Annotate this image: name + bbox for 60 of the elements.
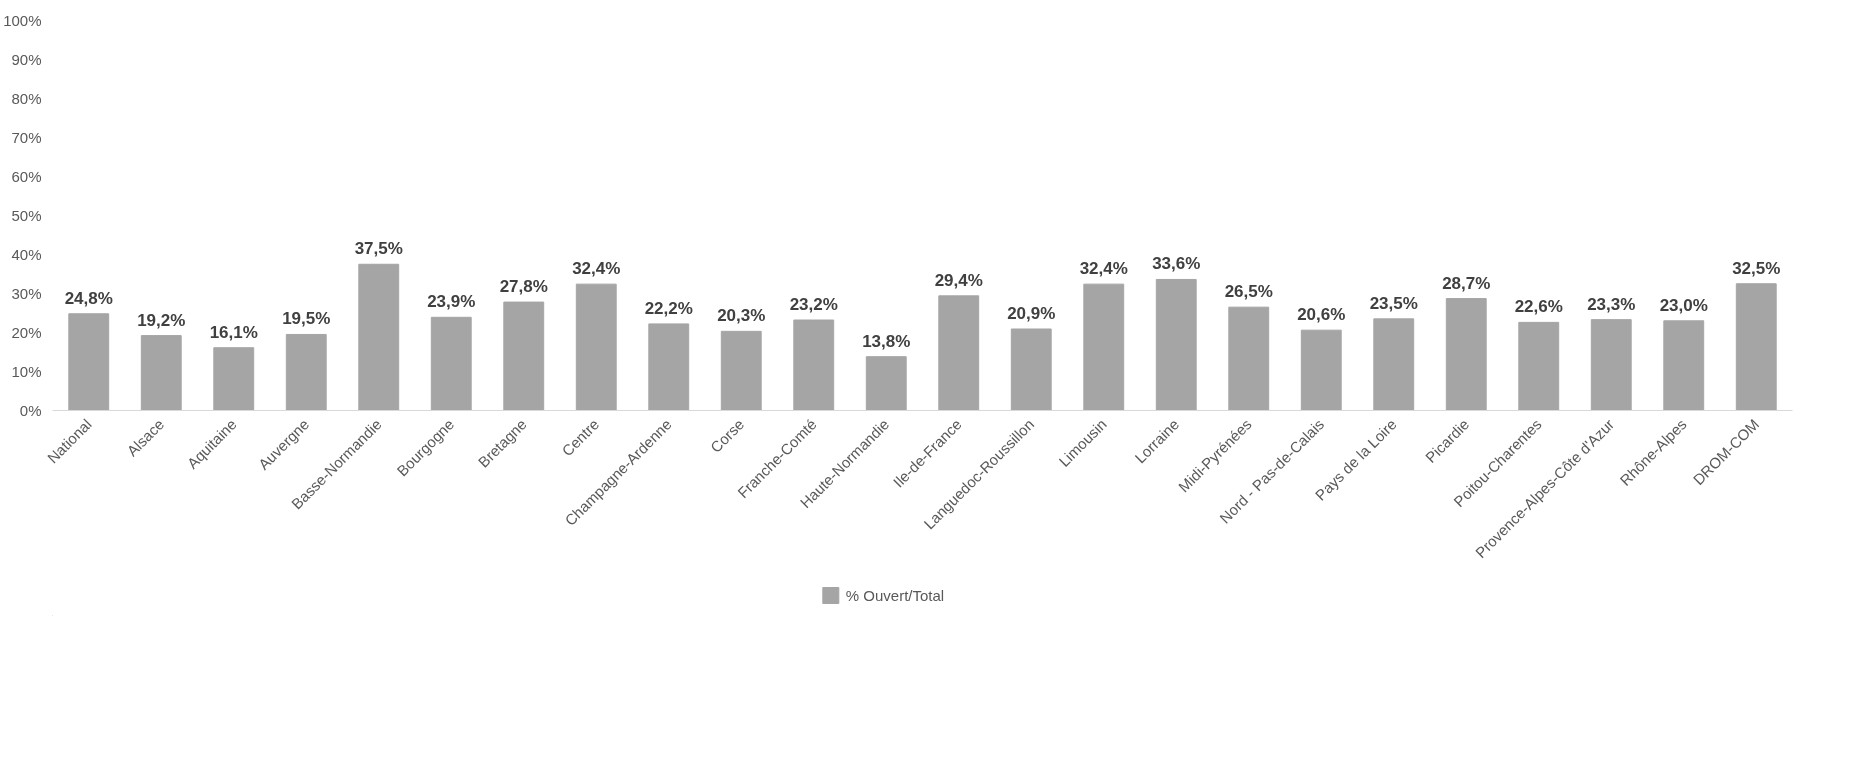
- y-tick-label: 60%: [11, 168, 42, 185]
- y-tick-label: 0%: [19, 402, 42, 419]
- text: 16,1%: [209, 322, 258, 342]
- text: 23,0%: [1659, 295, 1708, 315]
- text: 28,7%: [1442, 273, 1491, 293]
- bar: [1155, 278, 1197, 411]
- bar: [140, 335, 182, 411]
- bar: [1228, 306, 1270, 411]
- text: 20,9%: [1007, 303, 1056, 323]
- bar: [68, 313, 110, 411]
- text: 13,8%: [862, 331, 911, 351]
- text: 23,5%: [1369, 293, 1418, 313]
- text: 19,2%: [137, 310, 186, 330]
- text: 32,4%: [572, 259, 621, 279]
- text: 22,2%: [644, 298, 693, 318]
- bar: [1735, 283, 1777, 411]
- y-tick-label: 20%: [11, 324, 42, 341]
- y-tick-label: 10%: [11, 363, 42, 380]
- text: 20,6%: [1297, 305, 1346, 325]
- text: 27,8%: [499, 277, 548, 297]
- text: 37,5%: [354, 239, 403, 259]
- text: 23,9%: [427, 292, 476, 312]
- text: 29,4%: [934, 270, 983, 290]
- text: 20,3%: [717, 306, 766, 326]
- bar: [1445, 298, 1487, 411]
- y-tick-label: 40%: [11, 246, 42, 263]
- bar: [358, 263, 400, 411]
- text: 32,4%: [1079, 259, 1128, 279]
- bar: [503, 301, 545, 411]
- bar: [213, 347, 255, 411]
- y-tick-label: 100%: [3, 12, 42, 29]
- bar: [575, 283, 617, 411]
- bar: [1300, 329, 1342, 411]
- bar: [1590, 319, 1632, 411]
- bar: [720, 330, 762, 411]
- y-tick-label: 70%: [11, 129, 42, 146]
- text: 24,8%: [64, 288, 113, 308]
- text: 22,6%: [1514, 297, 1563, 317]
- bar: [1373, 318, 1415, 411]
- bar: [1083, 283, 1125, 411]
- bar: [1518, 321, 1560, 411]
- text: 23,3%: [1587, 294, 1636, 314]
- bar: [430, 316, 472, 411]
- bar: [793, 319, 835, 411]
- bar: [285, 333, 327, 411]
- text: 33,6%: [1152, 254, 1201, 274]
- bar: [1010, 328, 1052, 411]
- bar: [1663, 320, 1705, 411]
- text: 19,5%: [282, 309, 331, 329]
- text: 26,5%: [1224, 282, 1273, 302]
- y-tick-label: 80%: [11, 90, 42, 107]
- y-tick-label: 90%: [11, 51, 42, 68]
- legend-label: % Ouvert/Total: [845, 586, 945, 604]
- bar: [648, 323, 690, 411]
- bar: [865, 356, 907, 411]
- text: 32,5%: [1732, 258, 1781, 278]
- text: 23,2%: [789, 295, 838, 315]
- y-tick-label: 50%: [11, 207, 42, 224]
- bar: [938, 295, 980, 411]
- y-tick-label: 30%: [11, 285, 42, 302]
